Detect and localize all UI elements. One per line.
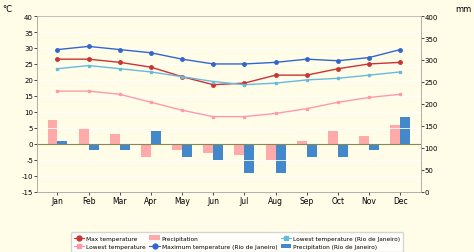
Bar (213, 144, 223, 160)
Bar (338, 144, 348, 157)
Bar (151, 132, 161, 144)
Bar (110, 135, 120, 144)
Bar (307, 144, 317, 157)
Bar (141, 144, 151, 157)
Bar (359, 136, 369, 144)
Text: mm: mm (455, 5, 471, 14)
Bar (369, 144, 379, 150)
Legend: Max temperature, Lowest temperature, Precipitation, Maximum temperature (Rio de : Max temperature, Lowest temperature, Pre… (71, 232, 403, 252)
Bar (79, 128, 89, 144)
Bar (182, 144, 192, 157)
Text: °C: °C (3, 5, 13, 14)
Bar (57, 141, 67, 144)
Bar (47, 120, 57, 144)
Bar (120, 144, 130, 150)
Bar (235, 144, 245, 155)
Bar (297, 141, 307, 144)
Bar (245, 144, 255, 173)
Bar (390, 125, 400, 144)
Bar (203, 144, 213, 154)
Bar (172, 144, 182, 150)
Bar (400, 117, 410, 144)
Bar (89, 144, 99, 150)
Bar (328, 132, 338, 144)
Bar (275, 144, 286, 173)
Bar (265, 144, 275, 160)
